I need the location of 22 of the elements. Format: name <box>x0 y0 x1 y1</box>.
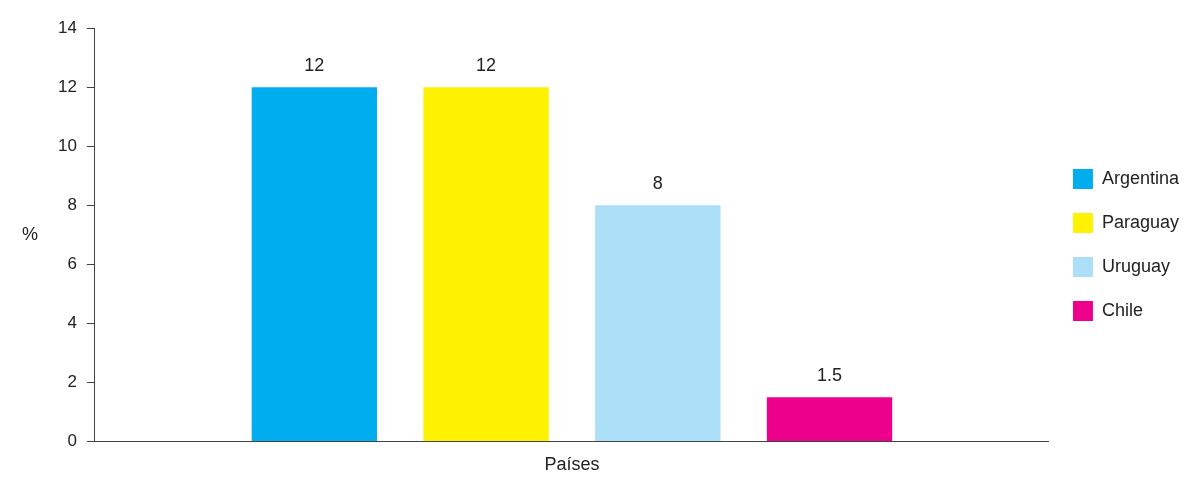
data-label: 1.5 <box>817 365 843 386</box>
legend-label: Argentina <box>1101 167 1180 188</box>
y-axis-title: % <box>21 223 39 244</box>
y-tick-label: 6 <box>67 254 77 274</box>
legend-label: Uruguay <box>1101 255 1170 276</box>
y-tick-label: 10 <box>57 136 77 155</box>
legend-label: Chile <box>1101 299 1143 320</box>
y-tick-label: 4 <box>67 313 77 333</box>
y-tick-label: 14 <box>57 17 77 37</box>
legend-label: Paraguay <box>1101 211 1180 232</box>
bar <box>251 87 378 442</box>
data-label: 12 <box>476 55 497 76</box>
bar <box>766 397 893 442</box>
data-label: 8 <box>652 173 663 194</box>
data-label: 12 <box>304 55 325 76</box>
bar <box>423 87 549 442</box>
x-axis-title: Países <box>544 453 600 474</box>
y-tick-label: 8 <box>67 195 77 215</box>
y-tick-label: 12 <box>57 76 77 96</box>
y-tick-label: 0 <box>67 431 77 451</box>
bar <box>595 205 721 442</box>
y-tick-label: 2 <box>67 372 77 392</box>
